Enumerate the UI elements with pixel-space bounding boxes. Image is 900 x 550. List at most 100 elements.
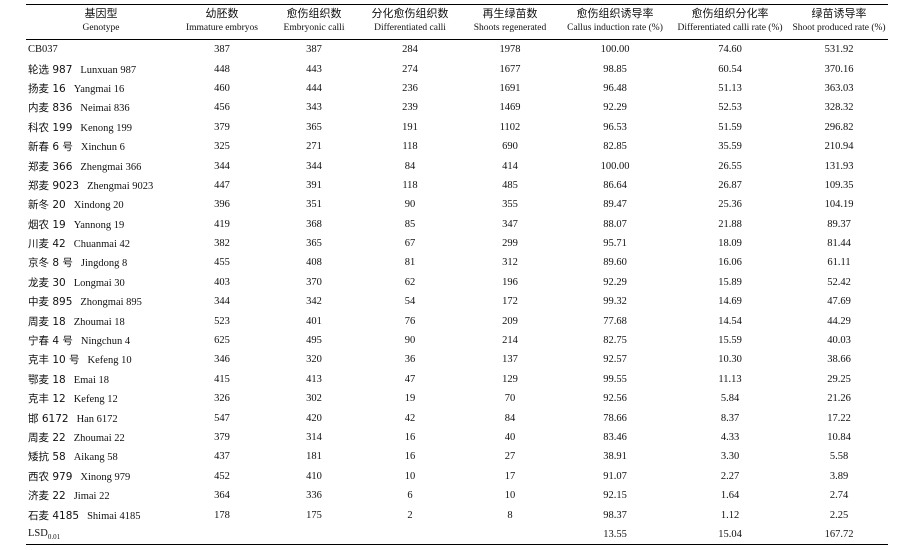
genotype-cell: 郑麦 366 Zhengmai 366 bbox=[26, 156, 176, 175]
value-cell: 47 bbox=[404, 373, 416, 385]
value-cell: 523 bbox=[214, 315, 230, 327]
value-cell: 11.13 bbox=[718, 373, 742, 385]
header-row: 基因型 Genotype 幼胚数 Immature embryos 愈伤组织数 Embry… bbox=[26, 4, 888, 40]
value-cell: 92.57 bbox=[603, 354, 627, 366]
value-cell: 495 bbox=[306, 335, 322, 347]
table-row: 扬麦 16 Yangmai 16 460 444 236 1691 96.48 51.13 36… bbox=[26, 79, 888, 98]
value-cell: 1691 bbox=[499, 82, 521, 94]
genotype-name-en: Longmai 30 bbox=[73, 277, 125, 289]
genotype-cell: 克丰 12 Kefeng 12 bbox=[26, 389, 176, 408]
genotype-name-en: Zhongmai 895 bbox=[80, 297, 142, 309]
genotype-cell: 新春 6 号 Xinchun 6 bbox=[26, 137, 176, 156]
genotype-name-cn: 扬麦 16 bbox=[28, 82, 66, 95]
value-cell: 299 bbox=[502, 238, 518, 250]
value-cell: 25.36 bbox=[718, 199, 742, 211]
table-row: 郑麦 9023 Zhengmai 9023 447 391 118 485 86.64 26.… bbox=[26, 176, 888, 195]
genotype-name-en: Zhoumai 18 bbox=[73, 316, 125, 328]
value-cell: 61.11 bbox=[827, 257, 851, 269]
table-row: 周麦 22 Zhoumai 22 379 314 16 40 83.46 4.33 10.84 bbox=[26, 428, 888, 447]
genotype-name-cn: 邯 6172 bbox=[28, 412, 69, 425]
value-cell: 336 bbox=[306, 490, 322, 502]
value-cell: 92.29 bbox=[603, 276, 627, 288]
value-cell: 296.82 bbox=[824, 121, 854, 133]
value-cell: 485 bbox=[502, 179, 518, 191]
value-cell: 42 bbox=[404, 412, 416, 424]
value-cell: 625 bbox=[214, 335, 230, 347]
value-cell: 16.06 bbox=[718, 257, 742, 269]
column-header-cn: 基因型 bbox=[84, 7, 118, 20]
value-cell: 447 bbox=[214, 179, 230, 191]
value-cell: 444 bbox=[306, 82, 322, 94]
column-header-4: 再生绿苗数 Shoots regenerated bbox=[460, 5, 560, 40]
value-cell: 690 bbox=[502, 141, 518, 153]
genotype-name-cn: 克丰 12 bbox=[28, 393, 66, 406]
genotype-name-en: Jimai 22 bbox=[73, 491, 110, 503]
genotype-name-cn: 郑麦 9023 bbox=[28, 179, 80, 192]
table-row: 科农 199 Kenong 199 379 365 191 1102 96.53 51.59 2… bbox=[26, 118, 888, 137]
column-header-0: 基因型 Genotype bbox=[26, 5, 176, 40]
column-header-cn: 再生绿苗数 bbox=[482, 7, 538, 20]
value-cell: 2.25 bbox=[829, 509, 849, 521]
genotype-name-cn: 石麦 4185 bbox=[28, 509, 80, 522]
column-header-cn: 愈伤组织诱导率 bbox=[576, 7, 654, 20]
value-cell: 2 bbox=[407, 509, 413, 521]
lsd-value-cell bbox=[360, 525, 460, 545]
genotype-cell: 新冬 20 Xindong 20 bbox=[26, 195, 176, 214]
genotype-name-cn: 川麦 42 bbox=[28, 238, 66, 251]
value-cell: 365 bbox=[306, 121, 322, 133]
column-header-cn: 绿苗诱导率 bbox=[811, 7, 867, 20]
genotype-name-en: Han 6172 bbox=[76, 413, 118, 425]
value-cell: 47.69 bbox=[827, 296, 851, 308]
value-cell: 92.56 bbox=[603, 393, 627, 405]
value-cell: 1.12 bbox=[720, 509, 740, 521]
value-cell: 40.03 bbox=[827, 335, 851, 347]
genotype-name-en: Zhengmai 366 bbox=[80, 161, 142, 173]
value-cell: 83.46 bbox=[603, 432, 627, 443]
value-cell: 100.00 bbox=[600, 44, 630, 56]
column-header-1: 幼胚数 Immature embryos bbox=[176, 5, 268, 40]
genotype-name-en: Kenong 199 bbox=[80, 122, 133, 134]
value-cell: 448 bbox=[214, 63, 230, 75]
genotype-name-en: Zhoumai 22 bbox=[73, 433, 125, 444]
value-cell: 118 bbox=[402, 141, 418, 153]
genotype-cell: 扬麦 16 Yangmai 16 bbox=[26, 79, 176, 98]
genotype-name-en: Neimai 836 bbox=[80, 103, 130, 115]
value-cell: 51.13 bbox=[718, 82, 742, 94]
value-cell: 99.55 bbox=[603, 373, 627, 385]
genotype-cell: 克丰 10 号 Kefeng 10 bbox=[26, 350, 176, 369]
value-cell: 437 bbox=[214, 451, 230, 463]
value-cell: 274 bbox=[402, 63, 418, 75]
column-header-7: 绿苗诱导率 Shoot produced rate (%) bbox=[790, 5, 888, 40]
value-cell: 51.59 bbox=[718, 121, 742, 133]
genotype-name-en: Jingdong 8 bbox=[80, 258, 128, 270]
value-cell: 82.75 bbox=[603, 335, 627, 347]
column-header-cn: 幼胚数 bbox=[205, 7, 239, 20]
value-cell: 351 bbox=[306, 199, 322, 211]
genotype-name-cn: 京冬 8 号 bbox=[28, 257, 73, 270]
genotype-name-en: Lunxuan 987 bbox=[80, 64, 137, 76]
value-cell: 91.07 bbox=[603, 470, 627, 482]
value-cell: 26.87 bbox=[718, 179, 742, 191]
value-cell: 347 bbox=[502, 218, 518, 230]
value-cell: 16 bbox=[404, 451, 416, 463]
genotype-name-en: Xinong 979 bbox=[80, 471, 131, 483]
value-cell: 460 bbox=[214, 82, 230, 94]
value-cell: 88.07 bbox=[603, 218, 627, 230]
value-cell: 137 bbox=[502, 354, 518, 366]
value-cell: 62 bbox=[404, 276, 416, 288]
value-cell: 10 bbox=[504, 490, 516, 502]
genotype-cell: 邯 6172 Han 6172 bbox=[26, 408, 176, 427]
value-cell: 98.85 bbox=[603, 63, 627, 75]
genotype-name-cn: 中麦 895 bbox=[28, 296, 73, 309]
table-row: 内麦 836 Neimai 836 456 343 239 1469 92.29 52.53 3… bbox=[26, 98, 888, 117]
value-cell: 364 bbox=[214, 490, 230, 502]
value-cell: 387 bbox=[214, 44, 230, 56]
table-row: 周麦 18 Zhoumai 18 523 401 76 209 77.68 14.54 44.2… bbox=[26, 311, 888, 330]
genotype-name-en: Kefeng 12 bbox=[73, 394, 118, 406]
value-cell: 19 bbox=[404, 393, 416, 405]
value-cell: 92.15 bbox=[603, 490, 627, 502]
table-row: 邯 6172 Han 6172 547 420 42 84 78.66 8.37 17.22 bbox=[26, 408, 888, 427]
value-cell: 14.69 bbox=[718, 296, 742, 308]
value-cell: 6 bbox=[407, 490, 413, 502]
